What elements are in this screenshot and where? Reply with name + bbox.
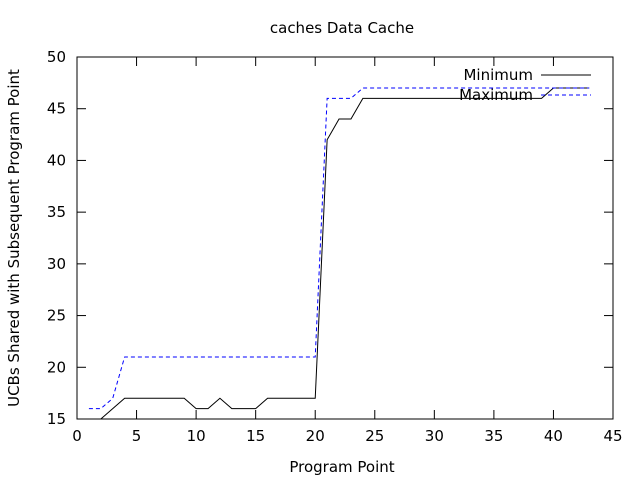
- legend: Minimum Maximum: [459, 66, 591, 104]
- x-tick-label: 30: [425, 427, 444, 445]
- x-tick-label: 15: [246, 427, 265, 445]
- x-tick-label: 5: [132, 427, 142, 445]
- y-tick-label: 35: [47, 203, 66, 221]
- x-tick-label: 40: [544, 427, 563, 445]
- x-tick-label: 45: [603, 427, 622, 445]
- chart-title: caches Data Cache: [270, 19, 414, 37]
- x-tick-label: 10: [187, 427, 206, 445]
- x-tick-label: 35: [484, 427, 503, 445]
- y-tick-label: 25: [47, 307, 66, 325]
- y-tick-labels: 15 20 25 30 35 40 45 50: [47, 48, 66, 428]
- legend-label-minimum: Minimum: [463, 66, 533, 84]
- x-tick-labels: 0 5 10 15 20 25 30 35 40 45: [72, 427, 622, 445]
- x-tick-label: 20: [306, 427, 325, 445]
- y-tick-label: 45: [47, 100, 66, 118]
- x-tick-label: 0: [72, 427, 82, 445]
- legend-label-maximum: Maximum: [459, 86, 533, 104]
- y-axis-label: UCBs Shared with Subsequent Program Poin…: [5, 69, 23, 407]
- y-tick-label: 50: [47, 48, 66, 66]
- y-tick-label: 15: [47, 410, 66, 428]
- x-axis-label: Program Point: [289, 458, 394, 476]
- tick-marks: [76, 56, 614, 420]
- y-tick-label: 40: [47, 151, 66, 169]
- series-maximum-line: [88, 87, 590, 410]
- series-minimum-line: [100, 87, 590, 420]
- y-tick-label: 20: [47, 358, 66, 376]
- plot-frame: [76, 56, 614, 420]
- series-lines: [88, 87, 590, 420]
- y-tick-label: 30: [47, 255, 66, 273]
- x-tick-label: 25: [365, 427, 384, 445]
